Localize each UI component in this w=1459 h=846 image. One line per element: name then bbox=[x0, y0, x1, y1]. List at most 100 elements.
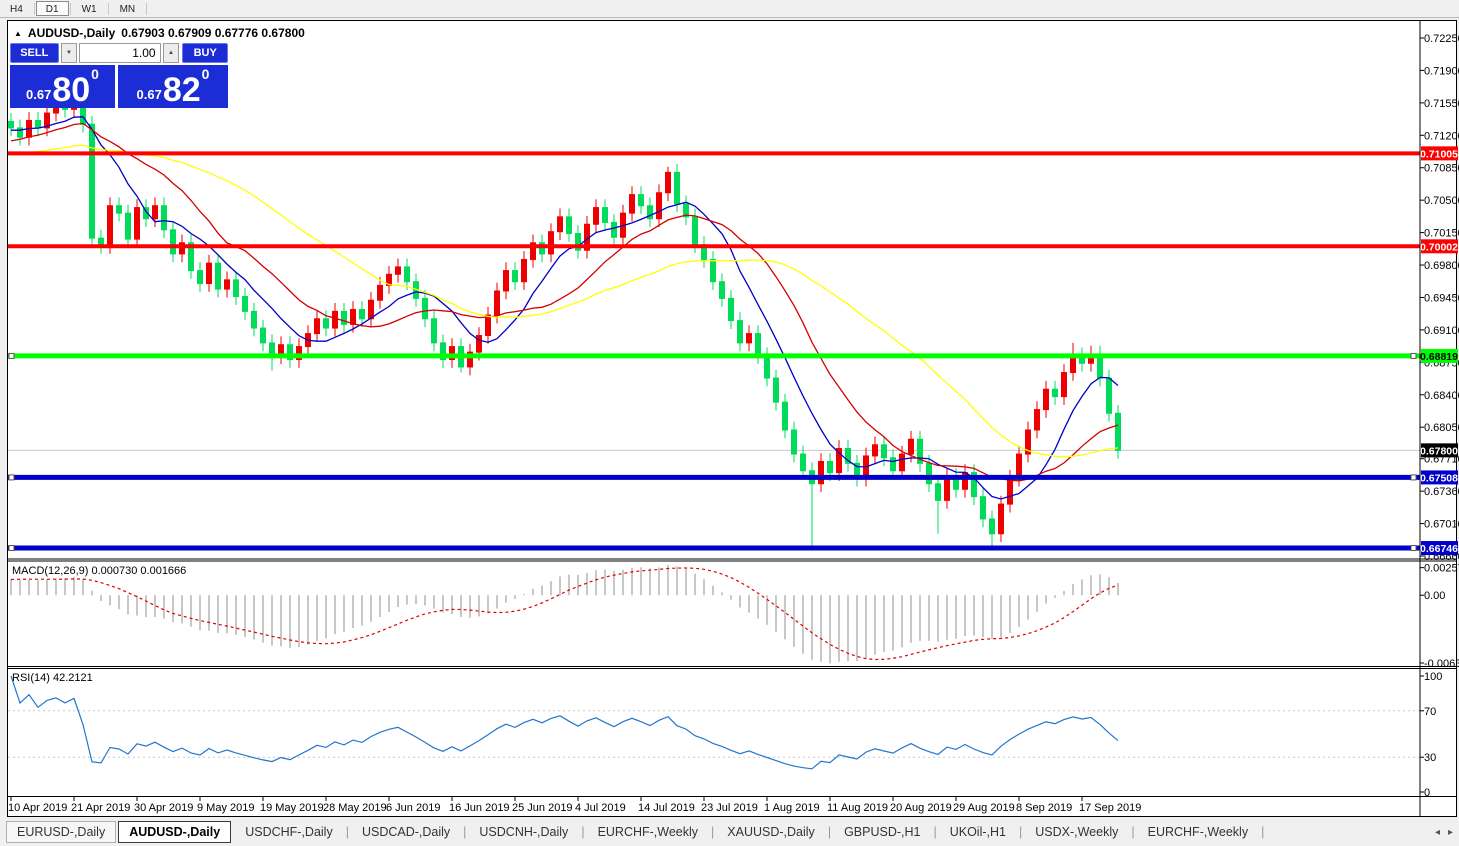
buy-price-pip: 0 bbox=[201, 66, 210, 82]
sell-price-prefix: 0.67 bbox=[26, 87, 52, 102]
chart-tab-eurchf-weekly[interactable]: EURCHF-,Weekly bbox=[1147, 825, 1249, 839]
chart-tab-usdcad-daily[interactable]: USDCAD-,Daily bbox=[361, 825, 451, 839]
tab-scroll-left-icon[interactable]: ◂ bbox=[1434, 826, 1440, 838]
tab-separator: | bbox=[933, 825, 937, 839]
buy-price-prefix: 0.67 bbox=[136, 87, 162, 102]
tab-scroll-arrows: ◂ ▸ bbox=[1435, 818, 1453, 846]
sell-price-main: 80 bbox=[52, 71, 91, 109]
chart-tab-ukoil-h1[interactable]: UKOil-,H1 bbox=[949, 825, 1006, 839]
chart-title: ▲ AUDUSD-,Daily 0.67903 0.67909 0.67776 … bbox=[14, 26, 305, 40]
ma-line-34 bbox=[10, 144, 1119, 458]
chart-tab-usdx-weekly[interactable]: USDX-,Weekly bbox=[1035, 825, 1119, 839]
svg-text:25 Jun 2019: 25 Jun 2019 bbox=[512, 802, 573, 814]
svg-text:11 Aug 2019: 11 Aug 2019 bbox=[827, 802, 888, 814]
timeframe-toolbar: H4 D1 W1 MN bbox=[0, 0, 1459, 18]
svg-text:30: 30 bbox=[1424, 752, 1436, 764]
svg-text:0.00: 0.00 bbox=[1424, 590, 1445, 602]
chart-tab-audusd-daily[interactable]: AUDUSD-,Daily bbox=[118, 821, 232, 843]
svg-text:4 Jul 2019: 4 Jul 2019 bbox=[575, 802, 626, 814]
sell-price-pip: 0 bbox=[91, 66, 99, 82]
tab-separator: | bbox=[1261, 825, 1265, 839]
svg-text:28 May 2019: 28 May 2019 bbox=[323, 802, 387, 814]
svg-text:0.002574: 0.002574 bbox=[1424, 563, 1459, 575]
chart-tab-usdcnh-daily[interactable]: USDCNH-,Daily bbox=[479, 825, 569, 839]
svg-text:0.68819: 0.68819 bbox=[1420, 351, 1458, 363]
svg-text:19 May 2019: 19 May 2019 bbox=[260, 802, 324, 814]
svg-text:23 Jul 2019: 23 Jul 2019 bbox=[701, 802, 758, 814]
tab-separator: | bbox=[1131, 825, 1135, 839]
volume-decrease-button[interactable]: ▼ bbox=[60, 43, 78, 63]
tab-separator: | bbox=[827, 825, 832, 839]
chart-tab-gbpusd-h1[interactable]: GBPUSD-,H1 bbox=[844, 825, 921, 839]
svg-text:70: 70 bbox=[1424, 706, 1436, 718]
chart-tab-xauusd-daily[interactable]: XAUUSD-,Daily bbox=[727, 825, 815, 839]
volume-input[interactable]: 1.00 bbox=[79, 43, 161, 63]
svg-text:14 Jul 2019: 14 Jul 2019 bbox=[638, 802, 695, 814]
volume-increase-button[interactable]: ▲ bbox=[162, 43, 180, 63]
chart-tab-usdchf-daily[interactable]: USDCHF-,Daily bbox=[245, 825, 333, 839]
chart-tab-bar: EURUSD-,Daily AUDUSD-,Daily USDCHF-,Daily |… bbox=[0, 818, 1459, 846]
toolbar-separator bbox=[107, 2, 109, 15]
tab-separator: | bbox=[345, 825, 349, 839]
macd-indicator-label: MACD(12,26,9) 0.000730 0.001666 bbox=[12, 565, 187, 577]
buy-price-display[interactable]: 0.67 82 0 bbox=[118, 65, 228, 108]
svg-text:16 Jun 2019: 16 Jun 2019 bbox=[449, 802, 510, 814]
toolbar-separator bbox=[33, 2, 35, 15]
timeframe-mn-button[interactable]: MN bbox=[109, 1, 146, 16]
svg-text:0.70002: 0.70002 bbox=[1420, 241, 1458, 253]
svg-text:0.66746: 0.66746 bbox=[1420, 543, 1458, 555]
svg-text:10 Apr 2019: 10 Apr 2019 bbox=[8, 802, 67, 814]
tab-separator: | bbox=[1018, 825, 1023, 839]
svg-text:29 Aug 2019: 29 Aug 2019 bbox=[953, 802, 1015, 814]
svg-text:6 Jun 2019: 6 Jun 2019 bbox=[386, 802, 440, 814]
timeframe-w1-button[interactable]: W1 bbox=[71, 1, 107, 16]
ohlc-values: 0.67903 0.67909 0.67776 0.67800 bbox=[121, 26, 305, 40]
rsi-indicator-label: RSI(14) 42.2121 bbox=[12, 672, 93, 684]
sell-price-display[interactable]: 0.67 80 0 bbox=[10, 65, 115, 108]
toolbar-separator bbox=[146, 2, 148, 15]
svg-text:21 Apr 2019: 21 Apr 2019 bbox=[71, 802, 130, 814]
one-click-trading-panel: SELL ▼ 1.00 ▲ BUY 0.67 80 0 0.67 82 0 bbox=[10, 43, 228, 108]
chart-tab-eurusd-daily[interactable]: EURUSD-,Daily bbox=[6, 821, 117, 843]
symbol-period-label: AUDUSD-,Daily bbox=[27, 26, 116, 40]
tab-scroll-right-icon[interactable]: ▸ bbox=[1447, 826, 1453, 838]
ma-line-8 bbox=[11, 116, 1119, 500]
svg-text:0.71005: 0.71005 bbox=[1420, 148, 1458, 160]
tab-separator: | bbox=[581, 825, 585, 839]
tab-separator: | bbox=[711, 825, 715, 839]
tab-separator: | bbox=[463, 825, 467, 839]
timeframe-d1-button[interactable]: D1 bbox=[35, 1, 69, 16]
rsi-line bbox=[10, 675, 1119, 770]
svg-text:-0.00632: -0.00632 bbox=[1424, 658, 1459, 670]
svg-text:8 Sep 2019: 8 Sep 2019 bbox=[1016, 802, 1072, 814]
chart-tab-eurchf-weekly[interactable]: EURCHF-,Weekly bbox=[597, 825, 699, 839]
collapse-panel-icon[interactable]: ▲ bbox=[14, 28, 22, 38]
svg-text:30 Apr 2019: 30 Apr 2019 bbox=[134, 802, 193, 814]
buy-price-main: 82 bbox=[162, 71, 201, 109]
svg-text:0: 0 bbox=[1424, 787, 1430, 799]
svg-text:100: 100 bbox=[1424, 671, 1442, 683]
ma-line-16 bbox=[10, 122, 1119, 482]
macd-signal-line bbox=[10, 567, 1119, 661]
sell-button[interactable]: SELL bbox=[10, 43, 59, 63]
buy-button[interactable]: BUY bbox=[182, 43, 228, 63]
svg-text:0.67508: 0.67508 bbox=[1420, 472, 1458, 484]
timeframe-h4-button[interactable]: H4 bbox=[0, 1, 33, 16]
svg-text:17 Sep 2019: 17 Sep 2019 bbox=[1079, 802, 1141, 814]
svg-text:1 Aug 2019: 1 Aug 2019 bbox=[764, 802, 820, 814]
